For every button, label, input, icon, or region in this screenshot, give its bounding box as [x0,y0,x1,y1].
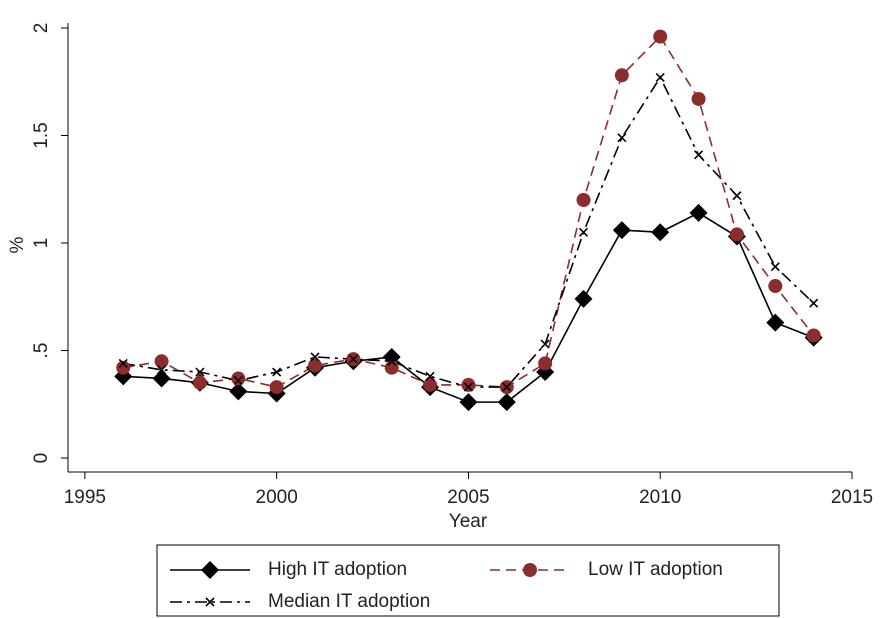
point [233,376,243,386]
legend-marker [523,563,537,577]
point [576,193,591,208]
point [310,352,320,362]
point [423,377,438,392]
x-axis-label: Year [449,511,488,532]
point [154,354,169,369]
legend-marker [201,561,219,579]
point [118,358,128,368]
point [382,347,401,366]
y-tick-label: 2 [31,23,52,34]
x-tick-label: 2010 [639,487,681,508]
y-tick-label: 1.5 [31,122,52,148]
point [461,377,476,392]
point [766,313,785,332]
point [272,367,282,377]
legend-label: Low IT adoption [588,559,723,580]
point [348,354,358,364]
y-tick-label: 0 [31,453,52,464]
point [152,369,171,388]
point [463,382,474,392]
point [540,339,550,349]
legend-box [156,544,780,617]
point [614,68,629,83]
point [387,356,397,366]
point [809,298,819,308]
series-line [123,35,815,388]
point [617,133,627,143]
point [691,91,706,106]
series-line [123,211,814,403]
x-tick-label: 2005 [447,487,489,508]
point [116,360,131,375]
x-tick-label: 1995 [64,487,106,508]
y-tick-label: .5 [31,343,52,359]
point [502,382,512,392]
point [653,29,668,44]
point [384,360,399,375]
point [195,367,205,377]
point [768,279,783,294]
point [459,393,478,412]
point [689,203,708,222]
point [229,382,248,401]
point [538,356,553,371]
point [651,223,670,242]
point [425,371,435,381]
point [732,191,742,201]
point [729,227,744,242]
x-tick-label: 2015 [831,487,873,508]
point [578,227,589,237]
point [269,380,284,395]
point [574,289,593,308]
y-tick-label: 1 [31,238,52,249]
y-axis-label: % [7,236,28,253]
point [231,371,246,386]
point [612,221,631,240]
point [192,375,207,390]
point [497,393,516,412]
series-line [123,75,815,388]
point [157,365,167,375]
legend-label: High IT adoption [268,559,407,580]
point [655,72,665,83]
point [770,262,780,272]
legend-label: Median IT adoption [268,591,430,612]
legend-marker [205,597,215,607]
point [694,150,704,160]
point [308,358,323,373]
x-tick-label: 2000 [256,487,298,508]
point [806,328,821,343]
